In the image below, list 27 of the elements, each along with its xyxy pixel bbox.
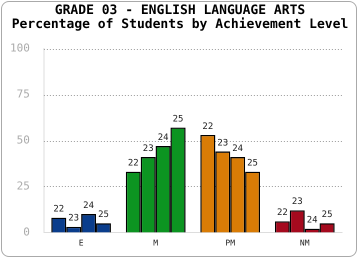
chart-subtitle: Percentage of Students by Achievement Level [10, 17, 350, 32]
text: 24 [232, 144, 244, 154]
y-tick-label: 100 [10, 41, 30, 54]
y-tick-label: 25 [16, 179, 30, 192]
y-tick-label: 75 [16, 87, 30, 100]
x-tick-label: E [78, 238, 84, 248]
text: 25 [322, 210, 333, 220]
text: 24 [158, 132, 169, 143]
text: 25 [172, 114, 184, 124]
text: 23 [292, 197, 303, 208]
text: 25 [247, 158, 258, 169]
chart-title: GRADE 03 - ENGLISH LANGUAGE ARTS [54, 3, 306, 18]
text: 24 [306, 216, 318, 226]
series-label: 24 [83, 200, 94, 211]
text: 22 [53, 204, 64, 215]
series-label: 23 [68, 214, 80, 224]
text: 22 [276, 208, 288, 218]
y-tick-label: 0 [23, 225, 30, 238]
text: 23 [142, 144, 154, 154]
text: 23 [217, 138, 228, 148]
text: 22 [202, 122, 214, 132]
series-label: 22 [128, 158, 139, 169]
series-label: 25 [98, 210, 109, 220]
x-tick-label: PM [225, 238, 236, 248]
x-tick-label: NM [300, 238, 310, 248]
y-tick-label: 50 [16, 133, 30, 146]
x-tick-label: M [153, 238, 158, 248]
